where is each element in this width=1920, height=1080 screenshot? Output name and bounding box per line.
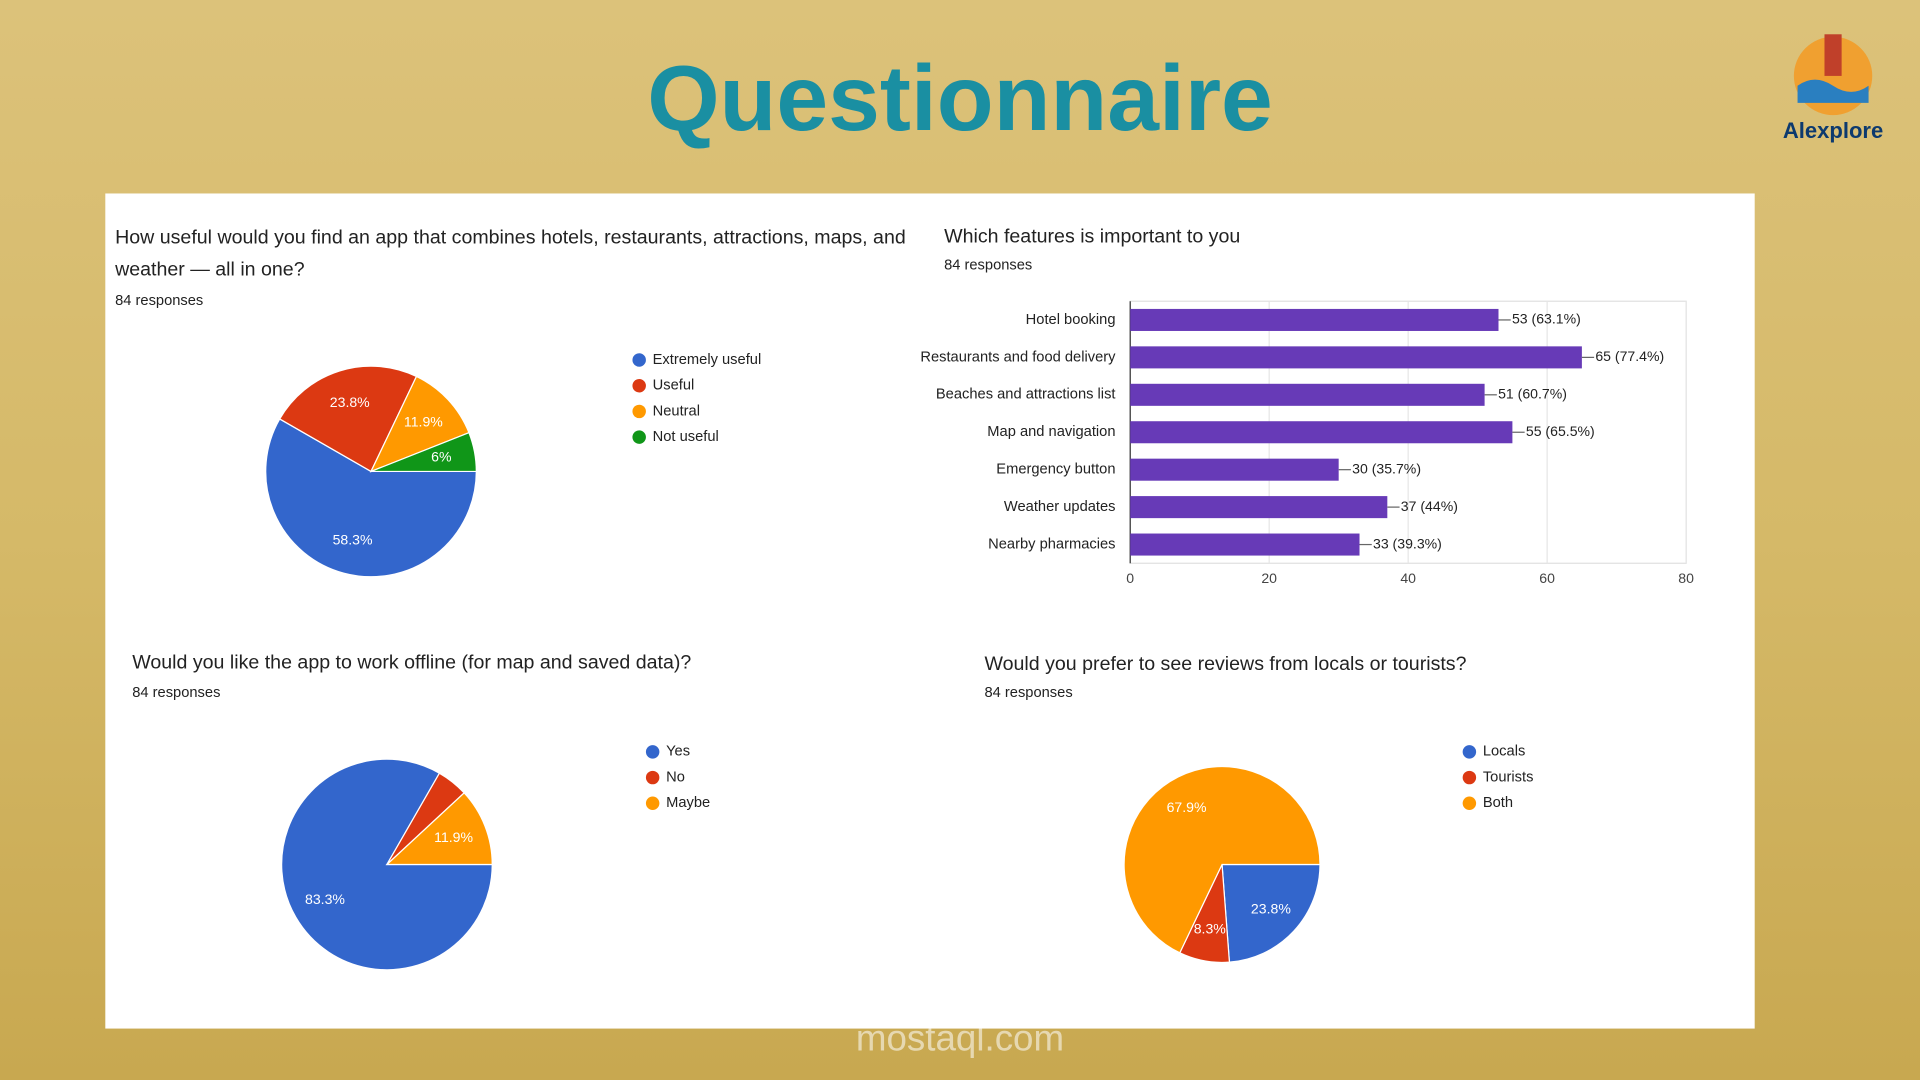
watermark-latin: mostaql.com [856,1018,1064,1059]
slice-label: 8.3% [1194,921,1227,937]
bar [1130,533,1360,556]
legend-label: Neutral [653,403,700,419]
legend-label: Not useful [653,429,719,445]
bar [1130,496,1388,519]
y-tick-label: Nearby pharmacies [988,536,1115,552]
bar [1130,346,1582,369]
chart-subtitle: 84 responses [944,258,1032,274]
slice-label: 6% [431,449,452,465]
value-label: 30 (35.7%) [1352,460,1421,476]
legend-label: Extremely useful [653,352,762,368]
chart-title-box: Would you prefer to see reviews from loc… [984,653,1467,675]
slice-label: 67.9% [1167,799,1207,815]
charts: How useful would you find an app that co… [115,226,1694,971]
legend-swatch [645,745,660,759]
y-tick-label: Beaches and attractions list [936,387,1116,403]
bar [1130,383,1485,406]
legend-swatch [1462,770,1477,785]
y-tick-label: Weather updates [1004,499,1116,515]
pie-slice [385,792,493,866]
pie-slice [1123,765,1321,954]
chart-title-box: How useful would you find an app that co… [115,227,906,281]
slice-label: 11.9% [434,829,473,845]
legend-label: Tourists [1483,769,1534,785]
value-label: 33 (39.3%) [1373,535,1442,551]
pie-slice [278,365,418,473]
legend-label: Yes [666,744,690,760]
slice-label: 83.3% [305,891,345,907]
legend-swatch [632,353,646,367]
value-label: 65 (77.4%) [1595,348,1664,364]
legend-swatch [645,796,660,810]
legend-label: Locals [1483,744,1525,760]
chart-title: Which features is important to you [944,226,1241,248]
chart-title: Would you prefer to see reviews from loc… [984,653,1467,675]
slice-label: 58.3% [333,531,373,547]
value-label: 51 (60.7%) [1498,386,1567,402]
slide-title: Questionnaire [647,46,1273,150]
pie-slice [370,431,477,473]
pie-slice [369,375,470,473]
y-tick-label: Hotel booking [1026,312,1116,328]
legend-swatch [1462,796,1477,810]
bar [1130,458,1339,481]
legend-swatch [632,404,646,419]
value-label: 53 (63.1%) [1512,311,1581,327]
logo-text: Alexplore [1783,118,1883,143]
logo-tower [1824,34,1842,76]
chart-title: How useful would you find an app that co… [115,227,906,281]
chart-subtitle: 84 responses [984,685,1072,701]
legend-label: Useful [653,378,695,394]
chart-subtitle: 84 responses [115,293,203,309]
y-tick-label: Restaurants and food delivery [920,349,1116,365]
x-tick-label: 20 [1261,570,1277,586]
bar [1130,308,1499,331]
chart-title-box: Which features is important to you [944,226,1241,248]
legend-swatch [632,430,646,444]
chart-subtitle: 84 responses [132,685,220,701]
logo-waves [1797,79,1869,103]
value-label: 55 (65.5%) [1526,423,1595,439]
chart-title: Would you like the app to work offline (… [132,652,692,674]
chart-title-box: Would you like the app to work offline (… [132,652,692,674]
watermark-arabic: مستقل [844,954,1077,1025]
x-tick-label: 40 [1400,570,1416,586]
legend-swatch [645,770,660,785]
y-tick-label: Emergency button [996,462,1115,478]
legend-label: No [666,769,685,785]
pie-slice [1221,863,1321,963]
pie-slice [265,418,477,578]
bar [1130,421,1513,444]
logo: Alexplore [1783,34,1883,143]
legend-label: Maybe [666,795,710,811]
legend-swatch [632,378,646,393]
legend-swatch [1462,745,1477,759]
legend-label: Both [1483,795,1513,811]
slice-label: 23.8% [330,394,370,410]
slice-label: 11.9% [404,413,443,429]
y-tick-label: Map and navigation [987,424,1115,440]
slice-label: 23.8% [1251,901,1291,917]
x-tick-label: 80 [1678,570,1694,586]
value-label: 37 (44%) [1401,498,1458,514]
x-tick-label: 60 [1539,570,1555,586]
x-tick-label: 0 [1126,570,1134,586]
